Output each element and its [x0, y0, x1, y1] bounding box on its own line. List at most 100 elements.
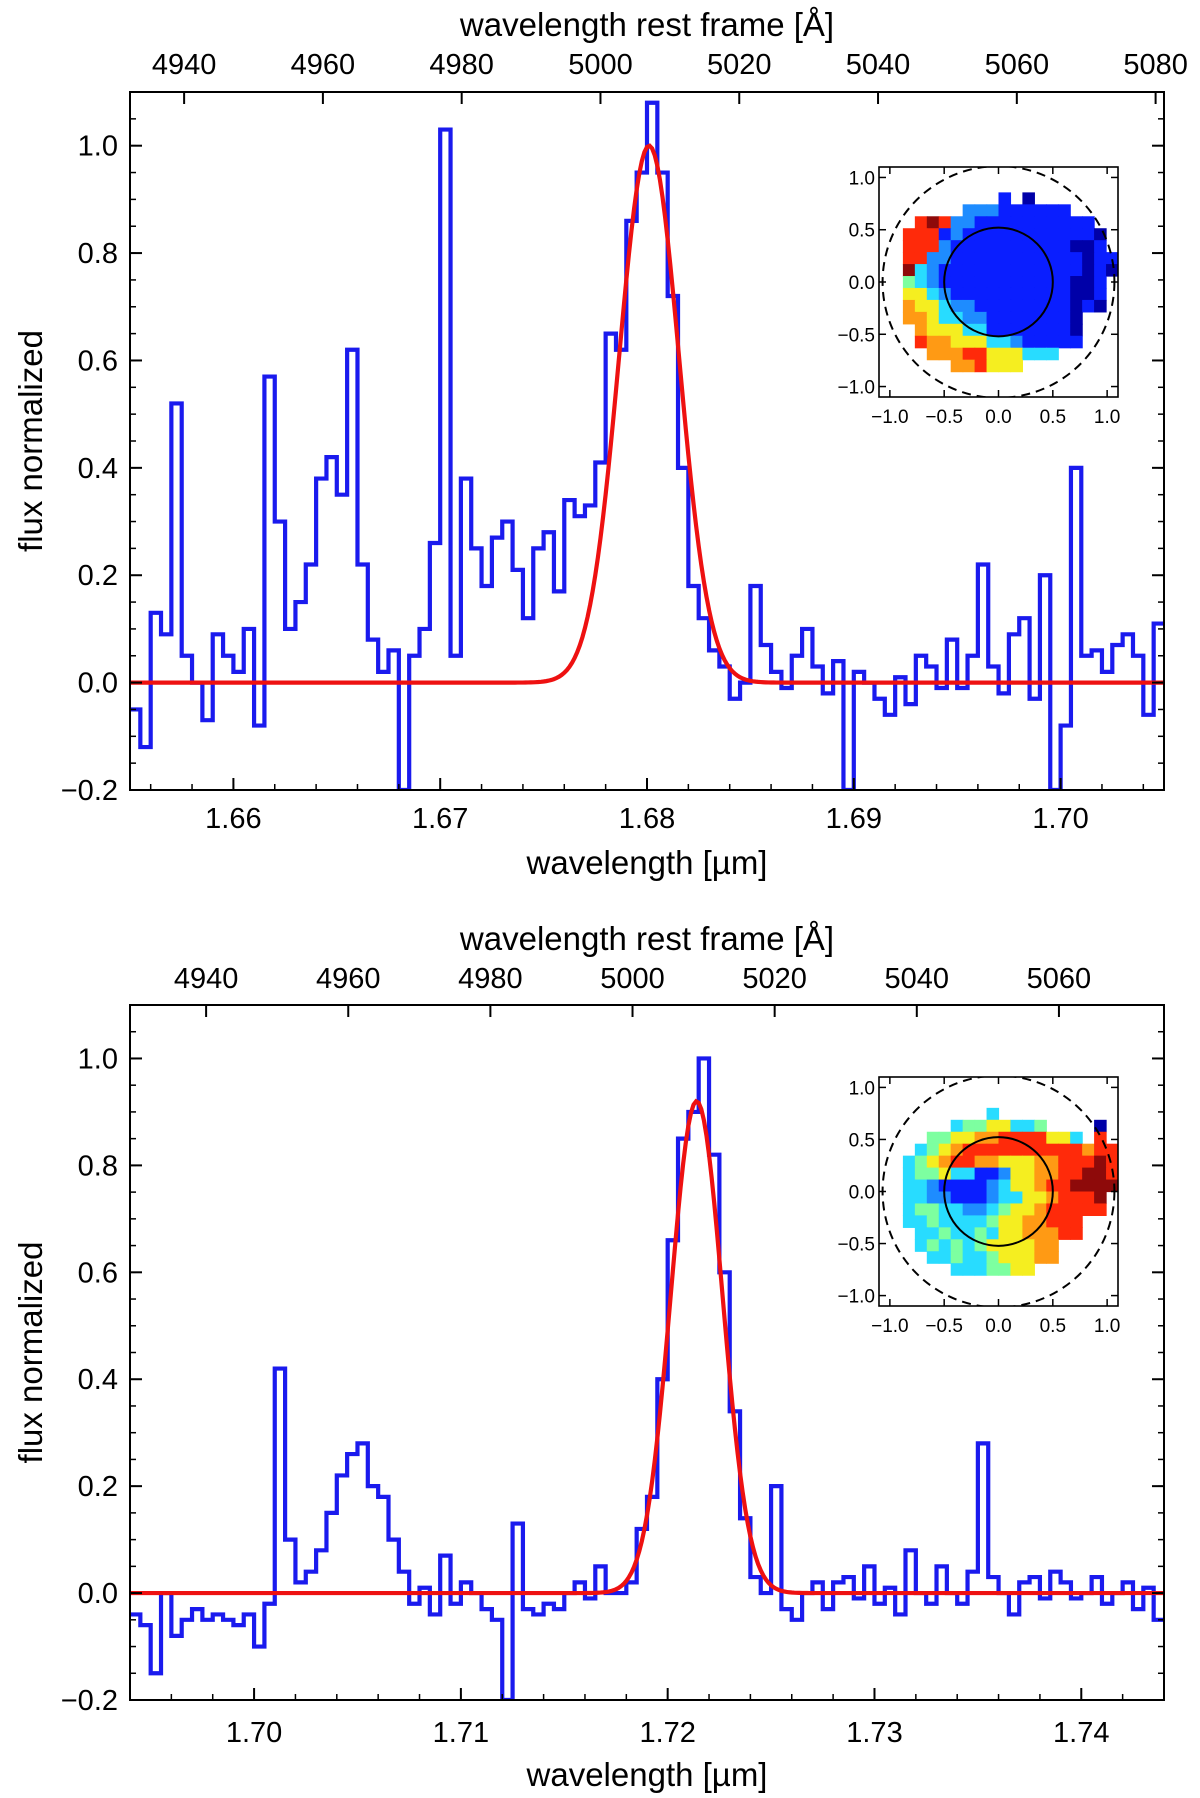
- inset-pixel: [1022, 287, 1035, 301]
- inset-pixel: [986, 204, 1000, 217]
- inset-pixel: [962, 216, 976, 229]
- inset-pixel: [1082, 240, 1095, 253]
- y-tick-label: 0.4: [78, 453, 118, 485]
- top-tick-label: 4980: [458, 963, 523, 995]
- inset-pixel: [950, 1179, 964, 1193]
- x-tick-label: 1.70: [1032, 803, 1088, 835]
- inset-pixel: [1022, 1167, 1035, 1181]
- inset-pixel: [938, 347, 952, 361]
- inset-pixel: [1046, 240, 1059, 253]
- inset-pixel: [1070, 216, 1083, 229]
- inset-pixel: [1022, 323, 1035, 337]
- inset-pixel: [998, 323, 1012, 337]
- inset-pixel: [1106, 1143, 1118, 1157]
- inset-pixel: [1058, 335, 1071, 349]
- inset-pixel: [1034, 1179, 1047, 1193]
- inset-pixel: [1010, 323, 1023, 337]
- inset-pixel: [1082, 276, 1095, 289]
- inset-pixel: [1022, 1155, 1035, 1169]
- inset-pixel: [974, 287, 988, 301]
- x-tick-label: 1.67: [412, 803, 468, 835]
- inset-pixel: [998, 299, 1012, 313]
- inset-pixel: [950, 1119, 964, 1133]
- inset-pixel: [1058, 287, 1071, 301]
- inset-pixel: [1046, 347, 1059, 361]
- inset-pixel: [962, 1215, 976, 1228]
- gaussian-fit-line: [130, 143, 1164, 685]
- inset-pixel: [1106, 264, 1118, 277]
- y-tick-label: 1.0: [78, 131, 118, 163]
- inset-x-tick-label: 0.0: [985, 407, 1011, 428]
- inset-pixel: [1010, 1179, 1023, 1193]
- inset-pixel: [1070, 252, 1083, 265]
- inset-pixel: [926, 228, 940, 241]
- inset-pixel: [1106, 1155, 1118, 1169]
- inset-pixel: [974, 1203, 988, 1216]
- inset-pixel: [902, 299, 916, 313]
- inset-pixel: [998, 1191, 1012, 1205]
- inset-pixel: [1010, 1167, 1023, 1181]
- inset-pixel: [1034, 264, 1047, 277]
- inset-pixel: [974, 1155, 988, 1169]
- inset-pixel: [1070, 1227, 1083, 1240]
- inset-pixel: [1106, 252, 1118, 265]
- inset-pixel: [1022, 311, 1035, 325]
- inset-pixel: [1082, 1155, 1095, 1169]
- inset-pixel: [926, 264, 940, 277]
- inset-pixel: [986, 1251, 1000, 1264]
- inset-pixel: [986, 1143, 1000, 1157]
- inset-pixel: [950, 1191, 964, 1205]
- inset-pixel: [962, 323, 976, 337]
- inner-aperture-circle: [943, 226, 1054, 338]
- inset-pixel: [1010, 335, 1023, 349]
- inset-pixel: [998, 252, 1012, 265]
- inset-pixel: [1094, 276, 1107, 289]
- spectrum-line: [130, 1056, 1164, 1700]
- inset-pixel: [1058, 1179, 1071, 1193]
- inset-pixel: [962, 204, 976, 217]
- inset-pixel: [1010, 276, 1023, 289]
- inset-x-tick-label: −1.0: [871, 407, 909, 428]
- top-tick-label: 5000: [600, 963, 665, 995]
- inset-pixel: [986, 240, 1000, 253]
- inset-pixel: [1082, 1143, 1095, 1157]
- inset-pixel: [1046, 228, 1059, 241]
- inset-pixel: [1022, 347, 1035, 361]
- inset-pixel: [974, 1263, 988, 1276]
- inset-pixel: [962, 276, 976, 289]
- inset-pixel: [962, 1179, 976, 1193]
- inset-pixel: [986, 299, 1000, 313]
- inset-pixel: [998, 359, 1012, 373]
- inset-pixel: [962, 1119, 976, 1133]
- y-tick-label: 0.6: [78, 1257, 118, 1289]
- inset-pixel: [974, 264, 988, 277]
- inset-pixel: [950, 228, 964, 241]
- inset-pixel: [1022, 204, 1035, 217]
- inset-pixel: [1058, 1227, 1071, 1240]
- inset-pixel: [902, 252, 916, 265]
- x-tick-label: 1.69: [826, 803, 882, 835]
- inset-pixel: [926, 1131, 940, 1145]
- inset-x-tick-label: −0.5: [925, 407, 963, 428]
- x-tick-label: 1.71: [433, 1717, 489, 1749]
- inset-pixel: [950, 276, 964, 289]
- inset-pixel: [1010, 287, 1023, 301]
- y-axis-title: flux normalized: [12, 330, 49, 552]
- inset-pixel: [938, 1251, 952, 1264]
- inset-pixel: [1022, 1239, 1035, 1252]
- x-tick-label: 1.73: [846, 1717, 902, 1749]
- inset-pixel: [926, 1167, 940, 1181]
- x-tick-label: 1.70: [226, 1717, 282, 1749]
- inset-pixel: [998, 216, 1012, 229]
- inset-pixel: [1022, 299, 1035, 313]
- inset-pixel: [986, 359, 1000, 373]
- inset-pixel: [914, 1167, 928, 1181]
- inset-pixel: [986, 1227, 1000, 1240]
- inset-pixel: [962, 359, 976, 373]
- inset-pixel: [926, 287, 940, 301]
- inset-pixel: [1046, 204, 1059, 217]
- inset-pixel: [938, 240, 952, 253]
- inset-pixel: [1034, 1119, 1047, 1133]
- inset-pixel: [926, 1239, 940, 1252]
